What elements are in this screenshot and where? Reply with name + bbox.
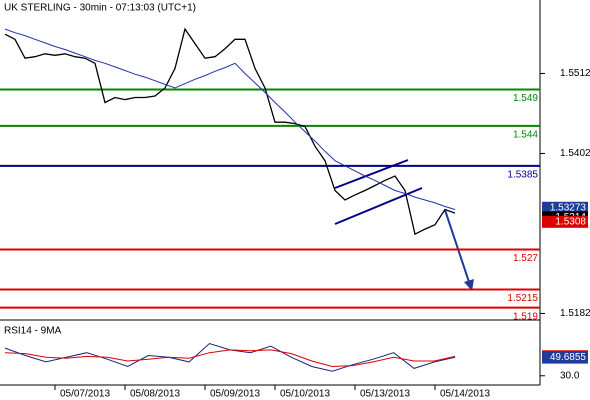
x-tick-label: 05/14/2013	[440, 389, 490, 400]
y-tick-label: 30.0	[560, 370, 580, 381]
price-label: 49.6855	[550, 352, 587, 363]
level-label: 1.549	[513, 93, 538, 104]
x-tick-label: 05/07/2013	[60, 389, 110, 400]
arrow-head	[464, 279, 474, 291]
series-line	[4, 349, 456, 368]
level-label: 1.527	[513, 253, 538, 264]
series-line	[4, 28, 456, 210]
x-tick-label: 05/13/2013	[360, 389, 410, 400]
arrow	[444, 209, 471, 286]
y-tick-label: 1.5182	[560, 308, 590, 319]
y-tick-label: 1.5512	[560, 68, 590, 79]
price-label-box	[542, 351, 588, 364]
chart-title: UK STERLING - 30min - 07:13:03 (UTC+1)	[4, 3, 196, 14]
x-tick-label: 05/09/2013	[210, 389, 260, 400]
level-label: 1.519	[513, 311, 538, 322]
panel-title: RSI14 - 9MA	[4, 326, 62, 337]
level-label: 1.5385	[507, 169, 538, 180]
price-label-box	[542, 201, 588, 214]
x-tick-label: 05/08/2013	[130, 389, 180, 400]
x-tick-label: 05/10/2013	[280, 389, 330, 400]
price-label-box	[542, 215, 588, 228]
level-label: 1.5215	[507, 293, 538, 304]
level-label: 1.544	[513, 129, 538, 140]
channel-line	[334, 159, 409, 189]
price-label: 1.5308	[555, 216, 586, 227]
y-tick-label: 1.5402	[560, 148, 590, 159]
price-label: 1.53273	[550, 202, 587, 213]
